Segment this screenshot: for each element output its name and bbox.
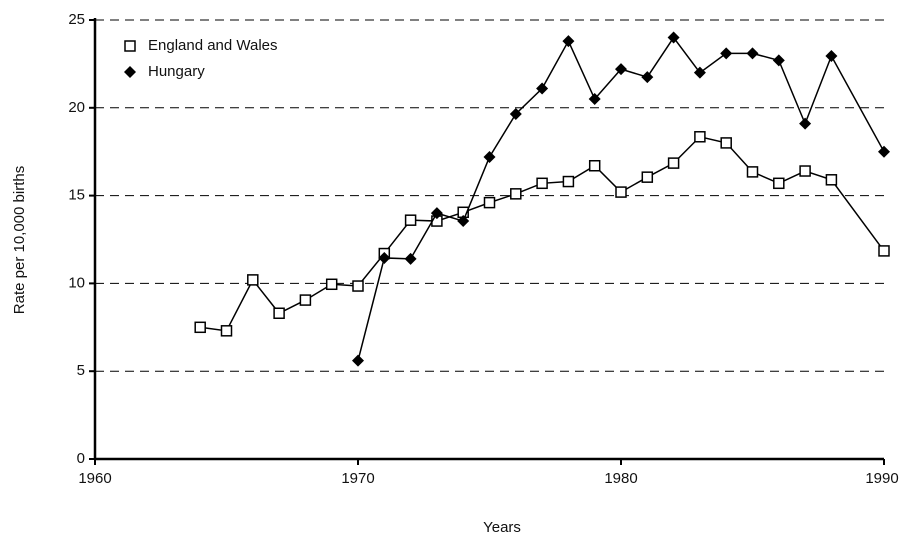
marker — [799, 117, 812, 130]
x-tick-label: 1990 — [865, 470, 898, 487]
marker — [615, 186, 627, 198]
marker — [878, 145, 890, 158]
marker — [352, 354, 364, 367]
marker — [693, 66, 706, 79]
marker — [694, 131, 706, 143]
marker — [509, 107, 522, 120]
legend-label: Hungary — [148, 63, 205, 80]
marker — [404, 252, 417, 265]
y-tick-label: 0 — [77, 450, 85, 467]
x-tick-label: 1960 — [78, 470, 111, 487]
marker — [588, 159, 601, 172]
marker — [562, 175, 575, 188]
marker — [799, 165, 811, 177]
marker — [220, 325, 233, 337]
y-tick-label: 10 — [68, 274, 85, 291]
marker — [457, 215, 470, 228]
legend-marker — [124, 66, 136, 78]
marker — [194, 321, 206, 334]
marker — [878, 245, 890, 257]
marker — [510, 188, 522, 200]
marker — [720, 137, 732, 149]
x-tick-label: 1970 — [341, 470, 374, 487]
marker — [536, 82, 549, 95]
marker — [247, 274, 259, 286]
y-tick-label: 5 — [77, 362, 85, 379]
legend-label: England and Wales — [148, 37, 278, 54]
marker — [720, 47, 733, 60]
marker — [483, 196, 496, 209]
marker — [746, 166, 759, 178]
marker — [430, 207, 443, 220]
marker — [641, 71, 654, 84]
marker — [378, 251, 391, 264]
y-tick-label: 15 — [68, 187, 85, 204]
marker — [483, 150, 496, 163]
marker — [536, 177, 548, 190]
marker — [825, 174, 838, 186]
marker — [273, 307, 285, 320]
legend-marker — [124, 40, 136, 52]
marker — [299, 294, 312, 306]
y-tick-label: 25 — [68, 11, 85, 28]
marker — [667, 31, 680, 44]
marker — [404, 214, 417, 226]
marker — [772, 54, 785, 67]
marker — [588, 93, 601, 106]
marker — [352, 280, 364, 292]
marker — [773, 177, 785, 190]
y-tick-label: 20 — [68, 99, 85, 116]
x-tick-label: 1980 — [604, 470, 637, 487]
marker — [667, 157, 680, 169]
marker — [562, 35, 575, 48]
x-axis-label: Years — [483, 519, 521, 536]
marker — [641, 171, 654, 183]
marker — [325, 278, 338, 291]
y-axis-label: Rate per 10,000 births — [11, 166, 28, 314]
series-line — [357, 36, 885, 361]
marker — [746, 47, 759, 60]
marker — [825, 49, 838, 62]
marker — [615, 63, 627, 76]
